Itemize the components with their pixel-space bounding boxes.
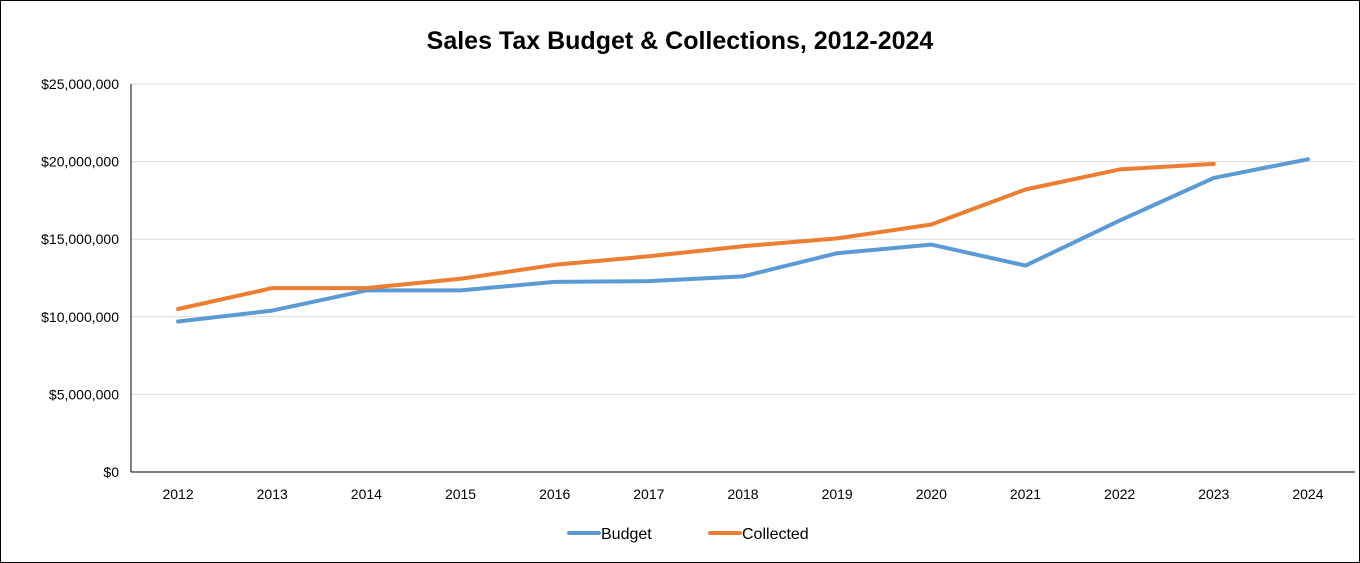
x-tick-label: 2023 bbox=[1198, 486, 1229, 502]
x-tick-label: 2021 bbox=[1010, 486, 1041, 502]
axes bbox=[130, 84, 1355, 473]
x-tick-label: 2022 bbox=[1104, 486, 1135, 502]
x-tick-label: 2017 bbox=[633, 486, 664, 502]
legend: Budget Collected bbox=[567, 526, 809, 543]
legend-label: Collected bbox=[742, 526, 809, 543]
y-tick-label: $20,000,000 bbox=[41, 154, 119, 170]
y-axis-tick-labels: $0 $5,000,000 $10,000,000 $15,000,000 $20,00… bbox=[41, 76, 119, 480]
y-tick-label: $10,000,000 bbox=[41, 309, 119, 325]
gridlines bbox=[131, 83, 1355, 395]
x-tick-label: 2024 bbox=[1292, 486, 1323, 502]
legend-item-budget: Budget bbox=[567, 526, 652, 543]
series-line-collected bbox=[176, 161, 1216, 311]
x-tick-label: 2016 bbox=[539, 486, 570, 502]
y-tick-label: $0 bbox=[103, 464, 119, 480]
x-tick-label: 2015 bbox=[445, 486, 476, 502]
x-axis-tick-labels: 2012 2013 2014 2015 2016 2017 2018 2019 2020 2021… bbox=[162, 486, 1323, 502]
series-lines bbox=[176, 157, 1310, 324]
y-tick-label: $5,000,000 bbox=[49, 386, 119, 402]
x-tick-label: 2013 bbox=[257, 486, 288, 502]
x-tick-label: 2018 bbox=[727, 486, 758, 502]
series-line-budget bbox=[176, 157, 1310, 324]
chart-title: Sales Tax Budget & Collections, 2012-202… bbox=[427, 27, 934, 55]
x-tick-label: 2014 bbox=[351, 486, 382, 502]
y-tick-label: $15,000,000 bbox=[41, 231, 119, 247]
legend-item-collected: Collected bbox=[708, 526, 809, 543]
y-tick-label: $25,000,000 bbox=[41, 76, 119, 92]
x-tick-label: 2019 bbox=[822, 486, 853, 502]
x-tick-label: 2020 bbox=[916, 486, 947, 502]
x-tick-label: 2012 bbox=[162, 486, 193, 502]
legend-label: Budget bbox=[601, 526, 652, 543]
